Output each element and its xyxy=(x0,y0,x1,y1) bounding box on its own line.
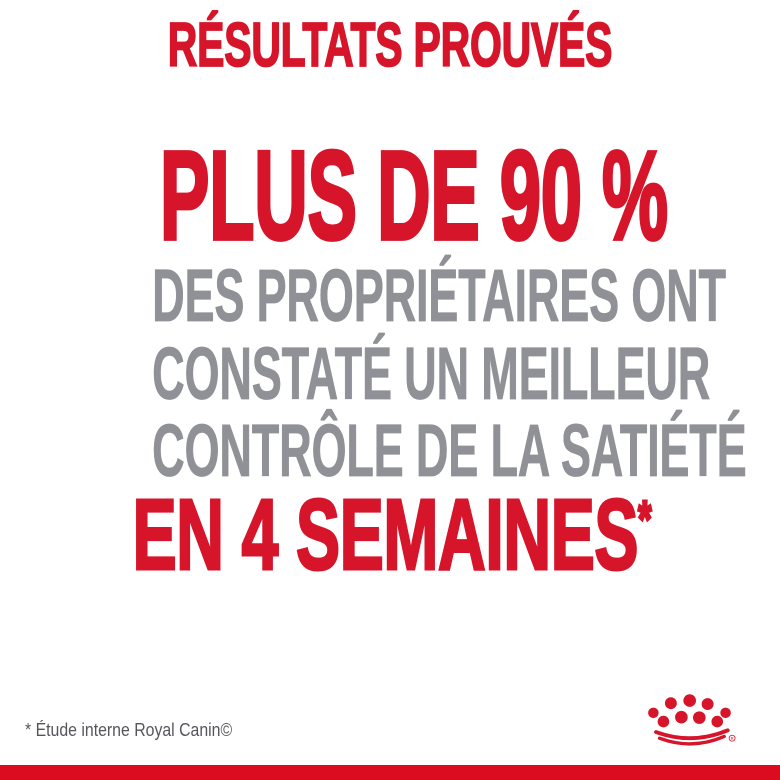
footnote-marker: * xyxy=(637,490,652,549)
claim-detail-line-2: CONSTATÉ UN MEILLEUR xyxy=(152,332,711,415)
claim-duration-text: EN 4 SEMAINES xyxy=(132,479,640,591)
bottom-red-bar xyxy=(0,765,780,780)
registered-trademark-icon: R xyxy=(728,734,736,742)
crown-swoosh xyxy=(654,728,730,746)
headline: RÉSULTATS PROUVÉS xyxy=(167,11,613,80)
royal-canin-crown-logo: R xyxy=(648,694,736,746)
claim-detail-line-3: CONTRÔLE DE LA SATIÉTÉ xyxy=(152,409,747,492)
claim-detail-line-1: DES PROPRIÉTAIRES ONT xyxy=(152,254,726,337)
claim-percentage: PLUS DE 90 % xyxy=(159,125,669,266)
claim-duration: EN 4 SEMAINES* xyxy=(132,484,653,587)
footnote-text: * Étude interne Royal Canin© xyxy=(25,720,233,740)
svg-text:R: R xyxy=(731,736,734,741)
crown-dots xyxy=(648,694,731,728)
